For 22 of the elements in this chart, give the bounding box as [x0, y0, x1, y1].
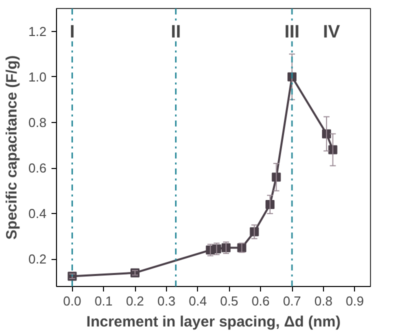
x-tick-label: 0.2 — [126, 294, 144, 308]
x-tick-label: 0.6 — [252, 294, 270, 308]
x-tick-label: 0.8 — [314, 294, 332, 308]
y-axis-title: Specific capacitance (F/g) — [3, 55, 20, 240]
ref-line-label: I — [70, 21, 75, 42]
y-tick-label: 0.6 — [28, 160, 47, 176]
x-tick-label: 0.4 — [188, 294, 207, 308]
x-tick-label: 0.3 — [157, 294, 176, 308]
y-tick-label: 0.2 — [28, 252, 47, 267]
x-tick-label: 0.1 — [94, 294, 113, 308]
ref-line-label: II — [170, 21, 181, 42]
x-tick-label: 0.9 — [346, 294, 364, 308]
x-tick-label: 0.5 — [220, 294, 238, 308]
x-tick-label: 0.7 — [282, 294, 302, 308]
ref-line-label: III — [284, 21, 300, 42]
y-tick-label: 1.0 — [28, 69, 47, 84]
y-tick-label: 0.4 — [28, 206, 47, 222]
x-axis-title: Increment in layer spacing, Δd (nm) — [86, 314, 341, 330]
y-tick-label: 1.2 — [28, 24, 47, 39]
x-tick-label: 0.0 — [63, 294, 82, 308]
annotation: IV — [322, 21, 340, 42]
y-tick-label: 0.8 — [28, 114, 47, 130]
